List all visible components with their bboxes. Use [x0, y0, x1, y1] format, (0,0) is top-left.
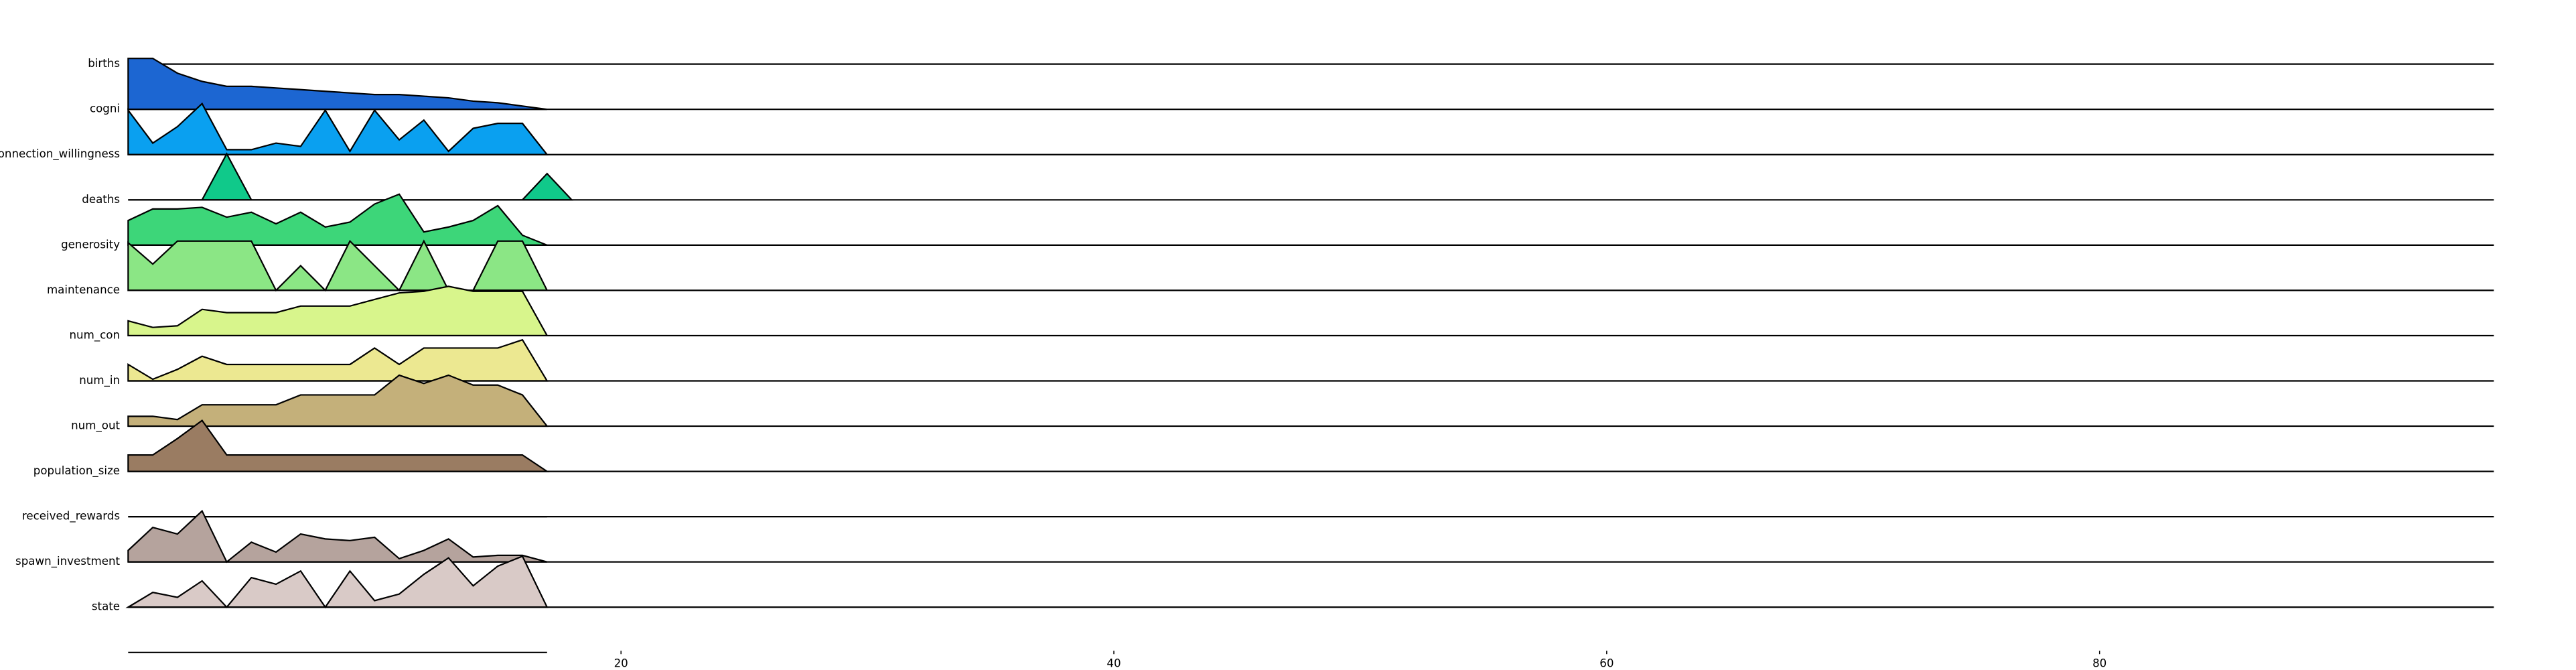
ridge-area	[127, 193, 548, 246]
row-label: deaths	[82, 193, 120, 206]
row-label: generosity	[61, 238, 120, 251]
ridge-area	[127, 509, 548, 563]
ridge-area	[127, 102, 549, 155]
row-label: population_size	[33, 464, 120, 478]
row-label: spawn_investment	[15, 555, 120, 568]
x-tick-label: 20	[614, 657, 628, 669]
ridge-area	[125, 555, 549, 609]
row-label: connection_willingness	[0, 147, 120, 161]
ridge-area	[127, 58, 547, 111]
ridge-area	[127, 419, 550, 472]
x-tick-label: 80	[2092, 657, 2106, 669]
ridge-area	[128, 152, 574, 201]
row-label: num_out	[71, 419, 120, 433]
ridge-area	[127, 285, 549, 337]
row-label: num_con	[69, 328, 120, 342]
ridge-area	[127, 239, 549, 292]
row-label: cogni	[90, 103, 120, 115]
x-tick-label: 60	[1599, 657, 1614, 669]
ridge-area	[127, 374, 549, 427]
row-label: num_in	[79, 374, 120, 387]
row-label: received_rewards	[22, 510, 120, 523]
x-tick-label: 40	[1106, 657, 1121, 669]
row-label: maintenance	[47, 283, 120, 296]
row-label: state	[92, 600, 120, 613]
ridge-area	[127, 338, 549, 382]
row-label: births	[88, 57, 120, 70]
